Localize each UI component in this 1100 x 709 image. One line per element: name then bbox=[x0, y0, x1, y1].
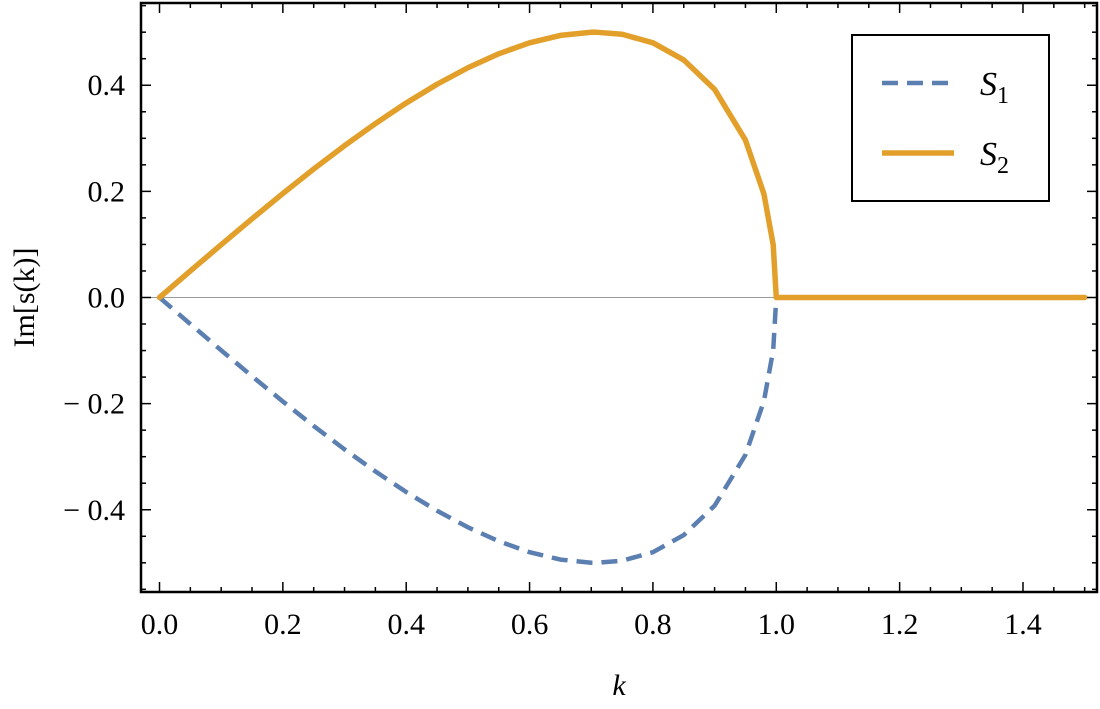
x-tick-label: 0.2 bbox=[264, 608, 302, 641]
y-tick-label: − 0.4 bbox=[63, 494, 125, 527]
legend-label-s2: S2 bbox=[980, 136, 1009, 179]
x-tick-label: 1.2 bbox=[881, 608, 919, 641]
y-tick-label: 0.2 bbox=[88, 175, 126, 208]
y-tick-label: − 0.2 bbox=[63, 388, 125, 421]
x-tick-label: 0.6 bbox=[511, 608, 549, 641]
legend: S1 S2 bbox=[851, 34, 1050, 202]
y-tick-label: 0.0 bbox=[88, 282, 126, 315]
x-tick-label: 1.4 bbox=[1004, 608, 1042, 641]
x-tick-label: 0.8 bbox=[634, 608, 672, 641]
y-axis-label: Im[s(k)] bbox=[8, 248, 41, 348]
x-axis-label: k bbox=[612, 669, 626, 702]
legend-label-s1: S1 bbox=[980, 66, 1009, 109]
x-tick-label: 0.0 bbox=[141, 608, 179, 641]
legend-label-subscript: 1 bbox=[997, 83, 1009, 109]
y-tick-label: 0.4 bbox=[88, 69, 126, 102]
legend-box bbox=[851, 34, 1050, 202]
plot-frame bbox=[139, 1, 1099, 594]
series-line-s1 bbox=[158, 295, 779, 566]
legend-label-subscript: 2 bbox=[997, 153, 1009, 179]
x-tick-label: 1.0 bbox=[758, 608, 796, 641]
x-tick-label: 0.4 bbox=[387, 608, 425, 641]
series-line-s2 bbox=[156, 29, 1088, 301]
